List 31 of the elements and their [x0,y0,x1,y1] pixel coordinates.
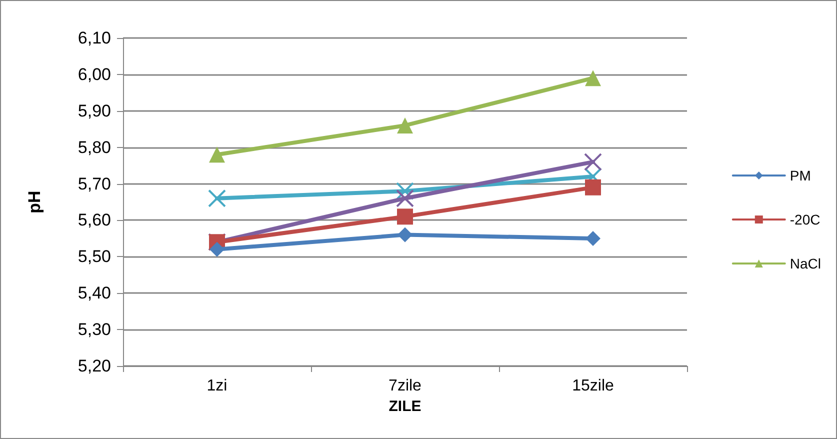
point [396,182,414,200]
x-tick-label: 15zile [572,378,614,394]
y-tick-label: 5,20 [78,356,111,376]
y-tick-label: 5,70 [78,174,111,194]
x-tick-label: 1zi [206,378,228,394]
y-tick-label: 5,90 [78,101,111,120]
point [210,242,224,257]
point [398,227,412,242]
point [585,179,601,196]
point [584,167,602,186]
point [585,70,601,86]
point [208,189,226,208]
y-tick-label: 6,10 [78,28,111,48]
y-tick-label: 5,40 [78,284,111,303]
y-tick-label: 5,50 [78,247,111,266]
legend-label: -20C [790,212,820,228]
legend-label: NaCl [790,256,822,272]
point [397,208,413,225]
y-tick-label: 5,60 [78,210,111,230]
y-tick-label: 5,30 [78,320,111,340]
point [397,117,413,134]
point [584,152,602,171]
y-axis-title: pH [25,190,44,214]
point [209,146,225,163]
x-axis-title: ZILE [388,398,422,415]
legend-label: PM [790,168,811,184]
y-tick-label: 5,80 [78,138,111,157]
point [396,189,414,208]
x-tick-label: 7zile [388,378,422,394]
y-tick-label: 6,00 [78,64,111,84]
point [586,230,600,246]
